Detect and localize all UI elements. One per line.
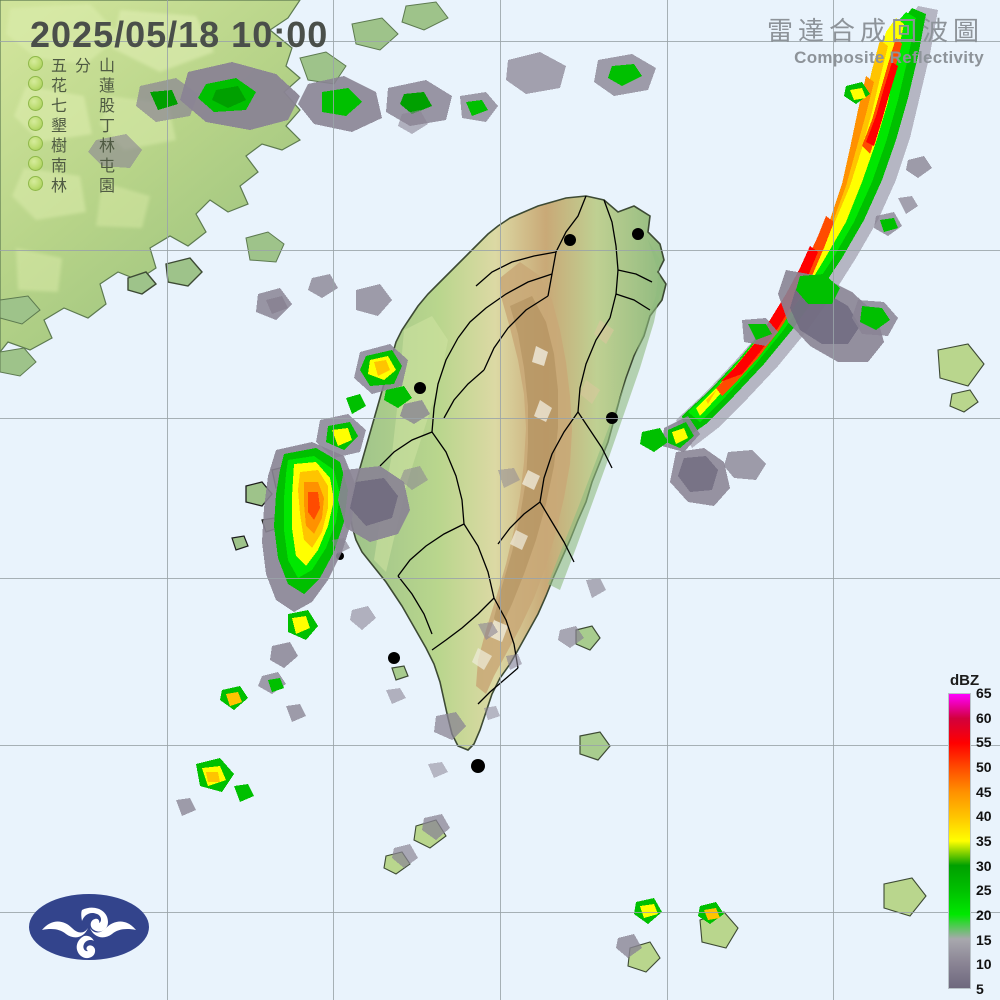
dbz-tick-60: 60: [976, 709, 992, 726]
station-bullet-icon: [28, 56, 43, 71]
dbz-unit-label: dBZ: [950, 672, 980, 689]
dbz-tick-45: 45: [976, 783, 992, 800]
station-char: [73, 136, 93, 156]
station-char: 七: [50, 96, 67, 115]
station-char-column-1: 五 花 七 墾 樹 南 林: [49, 56, 69, 196]
dbz-tick-20: 20: [976, 907, 992, 923]
title-english: Composite Reflectivity: [794, 47, 984, 67]
station-char: 五: [50, 56, 67, 75]
dbz-tick-40: 40: [976, 808, 992, 825]
station-char: 園: [98, 176, 115, 195]
station-char: [73, 176, 93, 196]
dbz-tick-25: 25: [976, 882, 992, 899]
station-char: 山: [98, 56, 115, 75]
penghu-islands: [231, 465, 319, 551]
station-bullet-icon: [28, 136, 43, 151]
station-char: 南: [50, 156, 67, 175]
station-bullet-icon: [28, 96, 43, 111]
title-block: 雷達合成回波圖 Composite Reflectivity: [767, 18, 984, 68]
dbz-tick-55: 55: [976, 734, 992, 751]
radar-station-legend: 五 花 七 墾 樹 南 林 分 山 蓮 股 丁 林 屯 園: [28, 56, 117, 196]
dbz-tick-35: 35: [976, 833, 992, 849]
dbz-color-bar: [948, 693, 971, 989]
station-char: 樹: [50, 136, 67, 155]
dbz-tick-labels: 65 60 55 50 45 40 35 30 25 20 15 10 5: [974, 685, 1000, 997]
station-char: 股: [98, 96, 115, 115]
station-char: 林: [50, 176, 67, 195]
station-char: 分: [74, 56, 91, 75]
station-char: [73, 116, 93, 136]
station-char: [73, 156, 93, 176]
dbz-tick-5: 5: [976, 981, 984, 997]
dbz-tick-30: 30: [976, 857, 992, 874]
dbz-tick-65: 65: [976, 685, 992, 701]
orchid-island: [579, 731, 611, 761]
dbz-tick-10: 10: [976, 956, 992, 973]
station-bullet-icon: [28, 76, 43, 91]
station-char: [73, 96, 93, 116]
timestamp-label: 2025/05/18 10:00: [30, 14, 329, 55]
station-char: [73, 76, 93, 96]
station-char: 花: [50, 76, 67, 95]
station-char-column-2: 分: [73, 56, 93, 196]
station-bullet-icon: [28, 156, 43, 171]
station-bullet-icon: [28, 176, 43, 191]
liuqiu-island: [391, 665, 409, 681]
station-char: 墾: [50, 116, 67, 135]
station-char-column-3: 山 蓮 股 丁 林 屯 園: [97, 56, 117, 196]
station-bullet-icon: [28, 116, 43, 131]
dbz-tick-15: 15: [976, 931, 992, 948]
title-chinese: 雷達合成回波圖: [766, 17, 984, 47]
station-char: 屯: [98, 156, 115, 175]
dbz-color-scale: dBZ 65 60 55 50 45 40 35 30 25 20 15 10 5: [944, 672, 1000, 997]
station-char: 林: [98, 136, 115, 155]
taiwan-island: [231, 195, 985, 973]
station-char: 丁: [98, 116, 115, 135]
dbz-tick-50: 50: [976, 759, 992, 775]
station-char: 蓮: [98, 76, 115, 95]
green-island: [575, 625, 601, 651]
station-bullet-column: [28, 56, 43, 196]
cwa-logo: [28, 890, 150, 964]
